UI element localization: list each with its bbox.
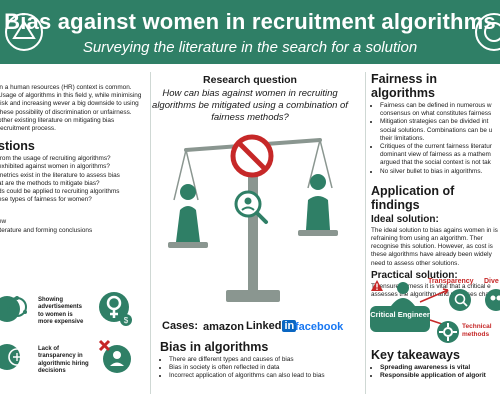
method-item: ew [0, 218, 7, 226]
questions-list: from the usage of recruiting algorithms?… [0, 155, 146, 204]
fairness-item: Mitigation strategies can be divided int… [380, 118, 500, 143]
divider-left [150, 72, 151, 394]
practical-solution-heading: Practical solution: [371, 269, 458, 281]
bias-item: There are different types and causes of … [169, 356, 345, 364]
warning-icon [371, 280, 383, 291]
brain-icon [0, 344, 20, 370]
introduction-text: in a human resources (HR) context is com… [0, 84, 142, 133]
engineer-icon [391, 282, 415, 306]
rejected-candidate-icon [98, 339, 131, 373]
poster-header: Bias against women in recruitment algori… [0, 0, 500, 64]
question-item: ds could be applied to recruiting algori… [0, 188, 120, 196]
university-logo-icon [5, 13, 43, 51]
bias-heading: Bias in algorithms [160, 340, 269, 354]
technical-methods-label: Technical methods [462, 323, 492, 338]
questions-heading: stions [0, 139, 35, 154]
balance-scale-illustration [168, 134, 338, 302]
facebook-logo: facebook [295, 321, 343, 333]
diversity-icon [485, 289, 500, 311]
transparency-label: Transparency [428, 278, 474, 285]
fairness-item: No silver bullet to bias in algorithms. [380, 168, 500, 176]
right-column: Fairness in algorithms Fairness can be d… [371, 72, 500, 299]
ads-network-icon [7, 296, 27, 317]
question-item: metrics exist in the literature to asses… [0, 171, 120, 179]
fairness-list: Fairness can be defined in numerous w co… [371, 102, 500, 176]
linkedin-in-badge: in [282, 320, 297, 332]
question-item: exhibited against women in algorithms? [0, 163, 110, 171]
research-question-text: How can bias against women in recruiting… [152, 88, 348, 123]
poster-subtitle: Surveying the literature in the search f… [82, 39, 418, 56]
technical-methods-icon [437, 321, 459, 343]
takeaway-item: Spreading awareness is vital [380, 364, 500, 372]
method-item: iterature and forming conclusions [0, 226, 93, 234]
bias-card-transparency-text: Lack of transparency in algorithmic hiri… [38, 346, 89, 375]
ideal-solution-heading: Ideal solution: [371, 213, 439, 225]
facebook-logo-text: facebook [295, 321, 344, 333]
takeaway-item: Responsible application of algorit [380, 372, 500, 380]
question-item: ese types of fairness for women? [0, 196, 92, 204]
svg-text:$: $ [124, 316, 129, 325]
bias-section: Bias in algorithms There are different t… [160, 340, 345, 381]
cases-label: Cases: [162, 320, 199, 332]
hidden-process-icon [8, 348, 26, 366]
female-symbol-icon: $ [99, 292, 132, 326]
application-heading: Application of findings [371, 183, 455, 212]
practical-solution-text: To ensure fairness it is vital that a cr… [371, 282, 493, 299]
question-item: from the usage of recruiting algorithms? [0, 155, 111, 163]
fairness-item: Critiques of the current fairness litera… [380, 143, 500, 168]
bias-item: Bias in society is often reflected in da… [169, 364, 345, 372]
left-column: in a human resources (HR) context is com… [0, 70, 146, 235]
takeaways-section: Key takeaways Spreading awareness is vit… [371, 348, 500, 381]
bias-list: There are different types and causes of … [160, 356, 345, 381]
critical-engineer-box: Critical Engineer [370, 306, 430, 332]
research-question-heading: Research question [203, 74, 297, 86]
transparency-icon [449, 289, 471, 311]
linkedin-logo: Linked in [246, 320, 297, 332]
bias-card-ads-text: Showing advertisements to women is more … [38, 297, 84, 326]
fairness-item: Fairness can be defined in numerous w co… [380, 102, 500, 118]
fairness-heading: Fairness in algorithms [371, 72, 437, 100]
question-item: at are the methods to mitigate bias? [0, 179, 100, 187]
critical-engineer-label: Critical Engineer [370, 310, 430, 319]
method-list: ew iterature and forming conclusions [0, 218, 146, 234]
ideal-solution-text: The ideal solution to bias agains women … [371, 226, 498, 267]
linkedin-logo-text: Linked [246, 320, 282, 332]
bias-item: Incorrect application of algorithms can … [169, 372, 345, 380]
diversity-label: Dive [484, 278, 499, 285]
divider-right [365, 72, 366, 394]
takeaways-list: Spreading awareness is vital Responsible… [371, 364, 500, 381]
takeaways-heading: Key takeaways [371, 348, 460, 362]
amazon-logo-text: amazon [203, 321, 244, 333]
amazon-logo: amazon [203, 321, 244, 333]
poster-title: Bias against women in recruitment algori… [4, 9, 496, 34]
faculty-logo-icon [475, 13, 500, 51]
